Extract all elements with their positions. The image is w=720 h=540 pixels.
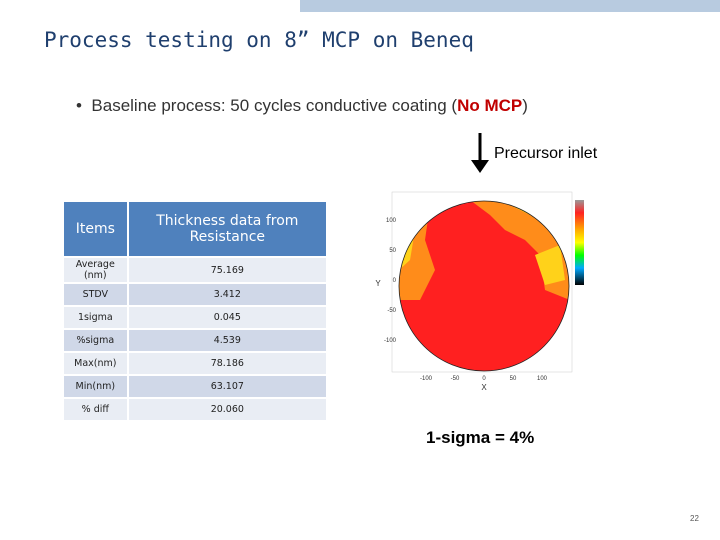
header-cell: Thickness data from Resistance: [126, 200, 329, 258]
table-cell: STDV: [62, 282, 129, 307]
table-header: Items Thickness data from Resistance: [62, 200, 329, 258]
annotation: Precursor inlet: [494, 145, 598, 162]
table-row: Average (nm) 75.169: [62, 256, 329, 284]
y-tick-label: 0: [393, 278, 397, 284]
x-tick-label: 0: [482, 376, 486, 382]
table-cell: Max(nm): [62, 351, 129, 376]
y-tick-label: -100: [384, 338, 397, 344]
table-cell: 4.539: [126, 328, 329, 353]
page-number: 22: [690, 514, 699, 523]
table-row: 1sigma 0.045: [62, 305, 329, 330]
header-cell: Items: [62, 200, 129, 258]
table-cell: 75.169: [126, 256, 329, 284]
table-row: Max(nm) 78.186: [62, 351, 329, 376]
banner: [300, 0, 720, 12]
bullet-highlight: No MCP: [457, 96, 523, 115]
table-row: %sigma 4.539: [62, 328, 329, 353]
bullet: • Baseline process: 50 cycles conductive…: [76, 96, 528, 115]
data-table: Items Thickness data from Resistance Aver…: [62, 200, 329, 422]
table-row: STDV 3.412: [62, 282, 329, 307]
table-cell: 1sigma: [62, 305, 129, 330]
x-tick-label: -100: [420, 376, 433, 382]
table-cell: 63.107: [126, 374, 329, 399]
table-cell: 20.060: [126, 397, 329, 422]
y-tick-label: 100: [386, 218, 397, 224]
bullet-text: Baseline process: 50 cycles conductive c…: [91, 96, 458, 115]
bullet-text: ): [522, 96, 528, 115]
table-row: Min(nm) 63.107: [62, 374, 329, 399]
x-tick-label: 100: [537, 376, 548, 382]
table-cell: 3.412: [126, 282, 329, 307]
title: Process testing on 8” MCP on Beneq: [44, 28, 474, 52]
table-cell: Min(nm): [62, 374, 129, 399]
table-cell: 78.186: [126, 351, 329, 376]
x-tick-label: 50: [510, 376, 517, 382]
table-row: % diff 20.060: [62, 397, 329, 422]
table-cell: % diff: [62, 397, 129, 422]
x-axis-label: X: [481, 383, 487, 392]
table-cell: %sigma: [62, 328, 129, 353]
table-cell: 0.045: [126, 305, 329, 330]
summary: 1-sigma = 4%: [426, 428, 535, 447]
x-tick-label: -50: [451, 376, 460, 382]
y-tick-label: -50: [387, 308, 396, 314]
y-axis-label: Y: [375, 279, 381, 288]
y-tick-label: 50: [389, 248, 396, 254]
table-cell: Average (nm): [62, 256, 129, 284]
